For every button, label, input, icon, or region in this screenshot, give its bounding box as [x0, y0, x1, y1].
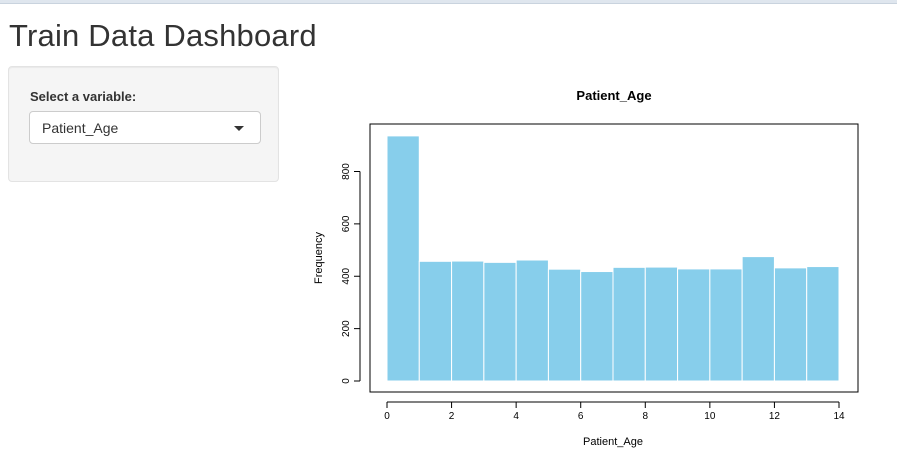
chevron-down-icon — [234, 126, 244, 131]
histogram-bar — [709, 268, 743, 382]
x-tick-label: 6 — [578, 411, 584, 422]
histogram-bar — [418, 260, 453, 382]
histogram-bar — [483, 261, 517, 382]
x-tick-label: 8 — [643, 411, 649, 422]
histogram-bar — [580, 271, 614, 382]
y-axis-label: Frequency — [313, 232, 325, 284]
histogram-bar — [677, 268, 711, 382]
chart-title: Patient_Age — [576, 88, 651, 103]
x-tick-label: 4 — [513, 411, 519, 422]
histogram-bar — [451, 260, 485, 382]
variable-select-label: Select a variable: — [30, 89, 137, 104]
x-tick-label: 10 — [704, 411, 716, 422]
y-tick-label: 0 — [341, 378, 352, 384]
histogram-chart: Patient_Age 0 2 4 6 8 10 12 14 0 200 400 600 800 Pa… — [313, 88, 859, 448]
histogram-bar — [612, 266, 646, 382]
histogram-bar — [547, 268, 582, 382]
histogram-bar — [644, 266, 679, 382]
histogram-bar — [515, 259, 549, 382]
x-tick-label: 2 — [449, 411, 455, 422]
x-axis-label: Patient_Age — [583, 436, 643, 448]
y-axis: 0 200 400 600 800 — [341, 163, 361, 384]
variable-select-value: Patient_Age — [42, 120, 119, 136]
bars-group — [386, 135, 840, 382]
variable-select[interactable]: Patient_Age — [29, 111, 261, 144]
y-tick-label: 200 — [341, 320, 352, 337]
histogram-bar — [806, 266, 840, 382]
plot-box — [369, 123, 859, 393]
sidebar-panel: Select a variable: Patient_Age — [8, 66, 279, 182]
x-axis: 0 2 4 6 8 10 12 14 — [384, 401, 845, 422]
x-tick-label: 12 — [769, 411, 781, 422]
y-tick-label: 600 — [341, 215, 352, 232]
histogram-bar — [741, 256, 775, 382]
x-tick-label: 14 — [833, 411, 845, 422]
y-tick-label: 800 — [341, 163, 352, 180]
histogram-bar — [386, 135, 420, 382]
histogram-bar — [773, 267, 808, 382]
page-title: Train Data Dashboard — [9, 18, 317, 53]
x-tick-label: 0 — [384, 411, 390, 422]
window-top-border — [0, 0, 897, 4]
y-tick-label: 400 — [341, 267, 352, 284]
